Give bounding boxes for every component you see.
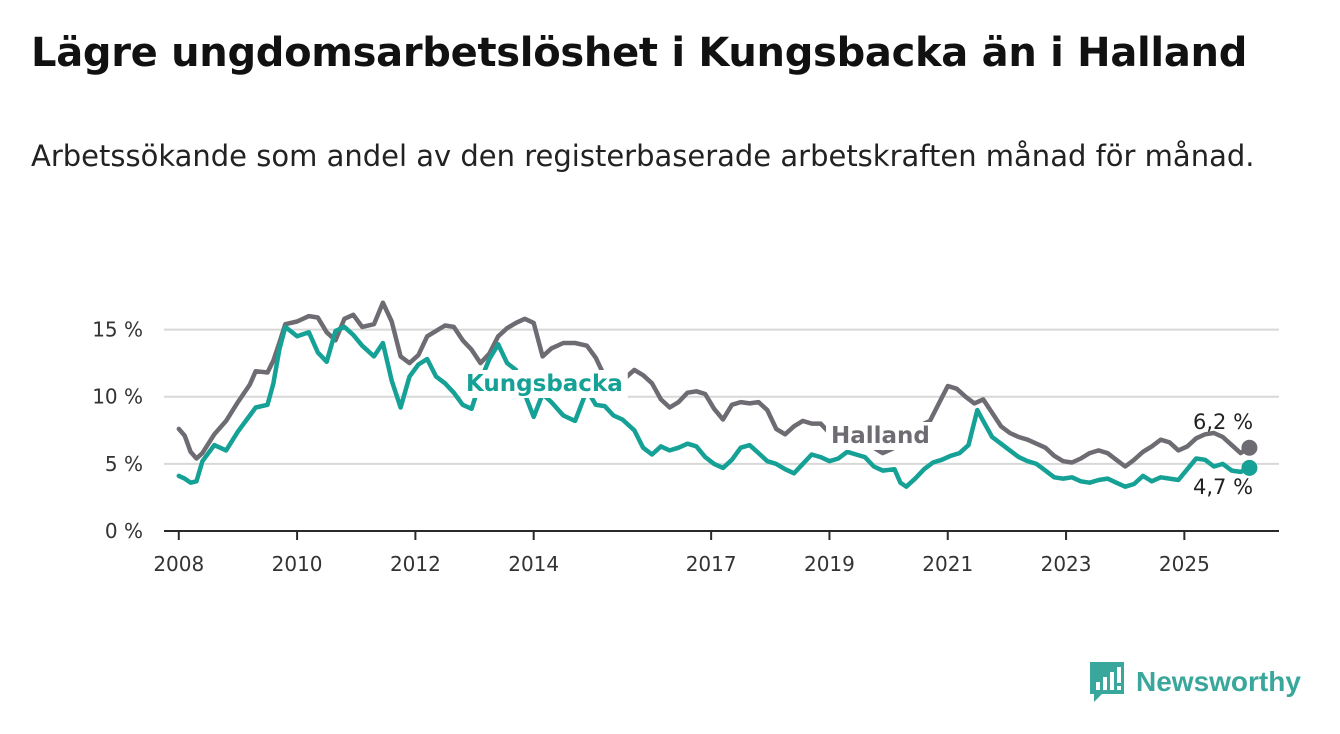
y-tick-label: 10 % xyxy=(92,385,143,409)
x-axis: 2008 2010 2012 2014 2017 2019 2021 2023 2025 xyxy=(153,531,1210,576)
x-tick-label: 2025 xyxy=(1159,552,1210,576)
x-tick-label: 2023 xyxy=(1041,552,1092,576)
label-halo xyxy=(826,422,935,450)
series-line-kungsbacka xyxy=(176,324,1252,489)
end-marker-halland xyxy=(1241,439,1258,456)
chart-subtitle: Arbetssökande som andel av den registerb… xyxy=(31,139,1255,173)
series-lines xyxy=(176,300,1252,489)
newsworthy-logo[interactable]: Newsworthy xyxy=(1088,660,1301,704)
x-tick-label: 2021 xyxy=(922,552,973,576)
y-tick-label: 15 % xyxy=(92,318,143,342)
y-tick-label: 5 % xyxy=(105,452,143,476)
brand-name: Newsworthy xyxy=(1136,666,1301,697)
x-tick-label: 2010 xyxy=(272,552,323,576)
x-tick-label: 2008 xyxy=(153,552,204,576)
series-label-kungsbacka: Kungsbacka xyxy=(466,371,623,397)
series-label-halland: Halland xyxy=(831,423,930,449)
y-tick-label: 0 % xyxy=(105,519,143,543)
x-tick-label: 2012 xyxy=(390,552,441,576)
end-markers xyxy=(1241,439,1258,476)
label-halos xyxy=(461,370,935,450)
end-marker-kungsbacka xyxy=(1241,459,1258,476)
chart-title: Lägre ungdomsarbetslöshet i Kungsbacka ä… xyxy=(31,30,1248,76)
end-label-halland: 6,2 % xyxy=(1193,410,1253,434)
label-halo xyxy=(461,370,628,398)
newsworthy-chart-icon xyxy=(1090,662,1124,702)
series-line-halland xyxy=(176,300,1252,469)
x-tick-label: 2017 xyxy=(686,552,737,576)
y-axis: 0 % 5 % 10 % 15 % xyxy=(92,318,143,543)
end-label-kungsbacka: 4,7 % xyxy=(1193,475,1253,499)
x-tick-label: 2014 xyxy=(508,552,559,576)
x-tick-label: 2019 xyxy=(804,552,855,576)
